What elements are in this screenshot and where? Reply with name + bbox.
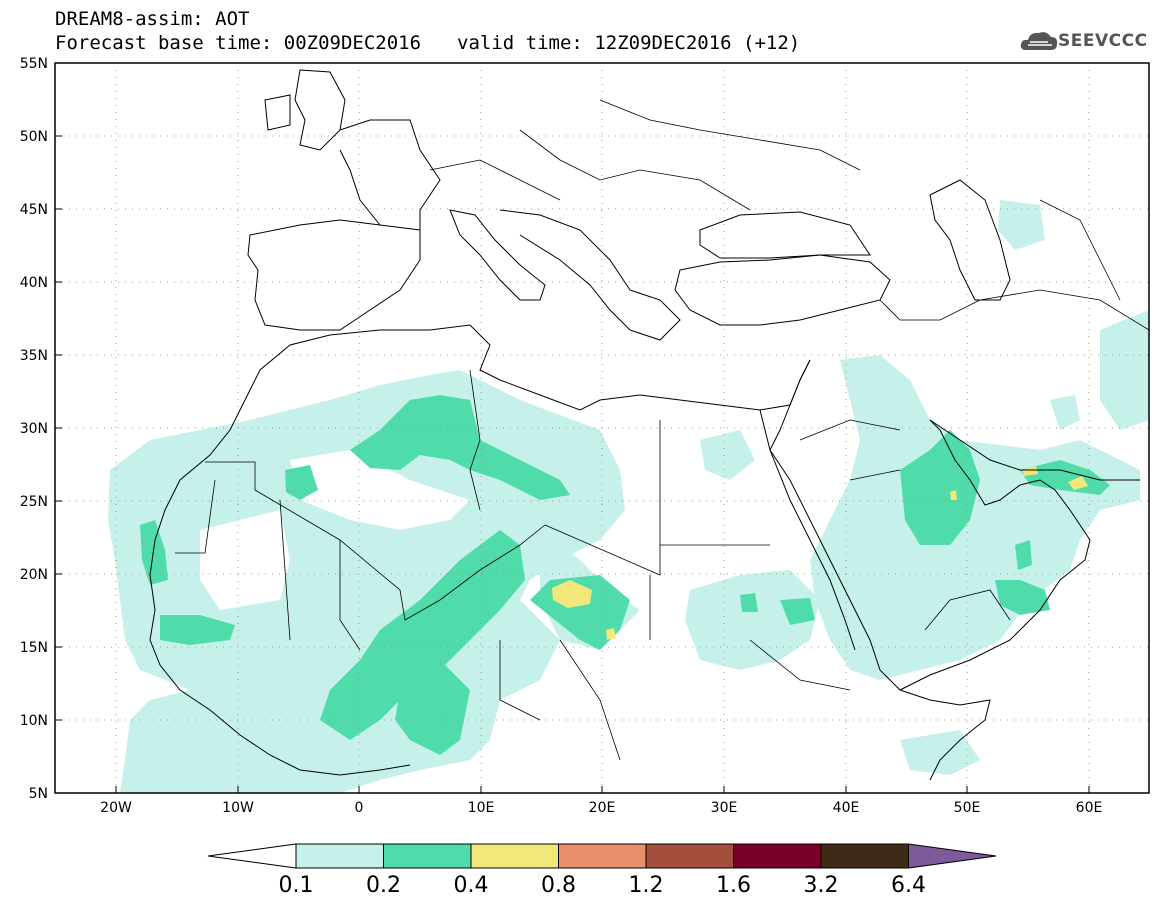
lon-labels: 20W 10W 0 10E 20E 30E 40E 50E 60E	[100, 800, 1102, 816]
aot-level-0-4	[552, 466, 1088, 640]
lat-label: 10N	[20, 713, 48, 729]
colorbar-labels: 0.1 0.2 0.4 0.8 1.2 1.6 3.2 6.4	[279, 873, 927, 898]
lat-label: 20N	[20, 567, 48, 583]
valid-time: valid time: 12Z09DEC2016 (+12)	[457, 32, 801, 54]
colorbar-segment	[295, 843, 384, 869]
logo-text: SEEVCCC	[1058, 31, 1148, 51]
lat-labels: 55N 50N 45N 40N 35N 30N 25N 20N 15N 10N …	[20, 56, 48, 802]
lon-label: 40E	[833, 800, 860, 816]
colorbar-segment	[558, 843, 647, 869]
lat-label: 50N	[20, 129, 48, 145]
colorbar-segment	[733, 843, 822, 869]
lat-label: 25N	[20, 494, 48, 510]
colorbar-segment	[470, 843, 559, 869]
lon-label: 20W	[100, 800, 132, 816]
colorbar-label: 0.1	[279, 873, 314, 898]
lat-label: 5N	[29, 786, 48, 802]
colorbar-segment	[820, 843, 909, 869]
cloud-icon	[1020, 32, 1058, 50]
lat-label: 55N	[20, 56, 48, 72]
forecast-times: Forecast base time: 00Z09DEC2016 valid ti…	[55, 32, 800, 54]
colorbar	[207, 843, 997, 869]
lon-label: 10W	[222, 800, 254, 816]
lon-label: 50E	[954, 800, 981, 816]
lon-label: 60E	[1076, 800, 1103, 816]
lat-label: 15N	[20, 640, 48, 656]
lon-label: 10E	[468, 800, 495, 816]
colorbar-segment-under	[207, 843, 297, 869]
colorbar-segment-over	[908, 843, 997, 869]
colorbar-label: 1.2	[629, 873, 664, 898]
colorbar-label: 6.4	[891, 873, 926, 898]
borders	[175, 99, 1149, 761]
lon-label: 0	[355, 800, 364, 816]
colorbar-label: 3.2	[804, 873, 839, 898]
coastlines	[149, 69, 1140, 781]
colorbar-label: 1.6	[716, 873, 751, 898]
base-time: Forecast base time: 00Z09DEC2016	[55, 32, 422, 54]
lon-label: 20E	[589, 800, 616, 816]
colorbar-label: 0.4	[454, 873, 489, 898]
lat-label: 30N	[20, 421, 48, 437]
lon-label: 30E	[711, 800, 738, 816]
colorbar-segment	[383, 843, 472, 869]
lat-label: 40N	[20, 275, 48, 291]
colorbar-label: 0.2	[366, 873, 401, 898]
map-grid	[55, 63, 1149, 793]
colorbar-segment	[645, 843, 734, 869]
lat-label: 35N	[20, 348, 48, 364]
model-title: DREAM8-assim: AOT	[55, 8, 250, 30]
aot-field	[108, 200, 1149, 793]
colorbar-label: 0.8	[541, 873, 576, 898]
lat-label: 45N	[20, 202, 48, 218]
axis-ticks	[55, 62, 1090, 793]
aot-level-0-2	[140, 395, 1110, 755]
